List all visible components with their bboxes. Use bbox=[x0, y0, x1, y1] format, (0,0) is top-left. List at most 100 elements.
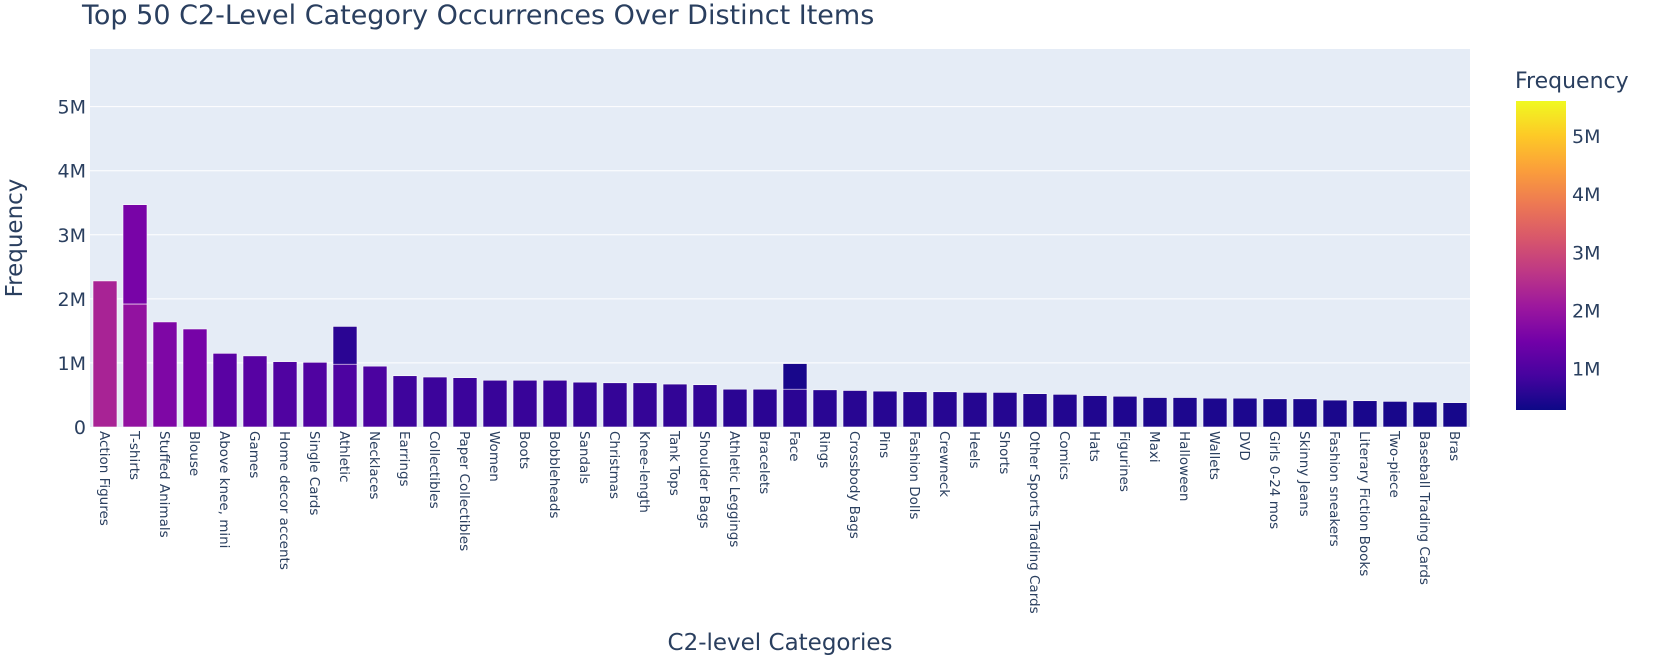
bar bbox=[662, 383, 688, 428]
x-tick-label: DVD bbox=[1236, 431, 1252, 461]
bar bbox=[572, 381, 598, 428]
bar bbox=[992, 392, 1018, 428]
x-tick-label: Face bbox=[786, 431, 802, 462]
bar bbox=[1352, 400, 1378, 428]
bar bbox=[452, 377, 478, 428]
bar bbox=[1412, 401, 1438, 428]
colorbar-title: Frequency bbox=[1515, 69, 1629, 94]
bar bbox=[512, 379, 538, 428]
bar bbox=[1082, 395, 1108, 428]
bar bbox=[1262, 398, 1288, 428]
x-tick-label: Halloween bbox=[1176, 431, 1192, 501]
bar bbox=[92, 280, 118, 428]
bar bbox=[842, 390, 868, 428]
x-tick-label: Wallets bbox=[1206, 431, 1222, 480]
bar bbox=[1322, 399, 1348, 428]
x-tick-label: Home decor accents bbox=[276, 431, 292, 570]
bar bbox=[362, 365, 388, 428]
bar bbox=[122, 204, 148, 305]
x-tick-label: Bras bbox=[1446, 431, 1462, 461]
x-tick-label: Earrings bbox=[396, 431, 412, 487]
bar bbox=[962, 392, 988, 428]
x-tick-label: Above knee, mini bbox=[216, 431, 232, 548]
bar bbox=[1172, 397, 1198, 428]
bar bbox=[152, 321, 178, 428]
x-tick-label: Tank Tops bbox=[666, 430, 682, 496]
x-tick-label: Games bbox=[246, 431, 262, 478]
x-tick-label: Skinny Jeans bbox=[1296, 431, 1312, 517]
x-tick-label: Shorts bbox=[996, 431, 1012, 474]
bar bbox=[1202, 397, 1228, 428]
x-tick-label: Two-piece bbox=[1386, 430, 1402, 498]
x-tick-label: Women bbox=[486, 431, 502, 482]
bar bbox=[632, 382, 658, 428]
x-tick-label: Athletic Leggings bbox=[726, 431, 742, 547]
x-tick-label: Comics bbox=[1056, 431, 1072, 480]
bar bbox=[482, 379, 508, 428]
bar bbox=[1292, 398, 1318, 428]
y-axis-title: Frequency bbox=[2, 179, 28, 298]
x-tick-label: Other Sports Trading Cards bbox=[1026, 431, 1042, 614]
bar bbox=[182, 328, 208, 428]
x-tick-label: Baseball Trading Cards bbox=[1416, 431, 1432, 585]
colorbar-tick-label: 1M bbox=[1572, 359, 1600, 381]
bar bbox=[272, 361, 298, 428]
x-tick-label: T-shirts bbox=[126, 430, 142, 480]
bar bbox=[332, 363, 358, 428]
bar bbox=[1232, 397, 1258, 428]
x-tick-label: Collectibles bbox=[426, 431, 442, 509]
bar bbox=[332, 326, 358, 365]
bar bbox=[422, 376, 448, 428]
colorbar-tick-label: 5M bbox=[1572, 126, 1600, 148]
bars bbox=[92, 204, 1468, 428]
bar bbox=[872, 390, 898, 428]
colorbar-tick-labels: 1M 2M 3M 4M 5M bbox=[1572, 126, 1600, 381]
y-tick-label: 4M bbox=[58, 161, 86, 183]
x-tick-label: Fashion Dolls bbox=[906, 431, 922, 519]
chart-title: Top 50 C2-Level Category Occurrences Ove… bbox=[81, 0, 874, 31]
bar bbox=[392, 375, 418, 428]
x-tick-label: Necklaces bbox=[366, 431, 382, 499]
y-tick-labels: 0 1M 2M 3M 4M 5M bbox=[58, 97, 86, 439]
x-tick-label: Boots bbox=[516, 431, 532, 469]
bar bbox=[542, 379, 568, 428]
x-tick-label: Rings bbox=[816, 431, 832, 468]
x-tick-label: Heels bbox=[966, 431, 982, 469]
x-tick-label: Bobbleheads bbox=[546, 431, 562, 518]
x-tick-label: Knee-length bbox=[636, 431, 652, 513]
x-tick-label: Crewneck bbox=[936, 431, 952, 497]
x-tick-label: Maxi bbox=[1146, 431, 1162, 463]
bar bbox=[902, 391, 928, 428]
colorbar-tick-label: 3M bbox=[1572, 242, 1600, 264]
y-tick-label: 0 bbox=[74, 417, 86, 439]
bar bbox=[812, 389, 838, 428]
bar bbox=[602, 382, 628, 428]
bar bbox=[1142, 397, 1168, 428]
bar bbox=[722, 388, 748, 428]
bar bbox=[1382, 401, 1408, 428]
x-tick-label: Shoulder Bags bbox=[696, 431, 712, 529]
bar bbox=[1022, 393, 1048, 428]
x-tick-label: Crossbody Bags bbox=[846, 431, 862, 539]
bar bbox=[752, 388, 778, 428]
x-axis-title: C2-level Categories bbox=[668, 630, 893, 656]
x-tick-label: Pins bbox=[876, 431, 892, 458]
y-tick-label: 3M bbox=[58, 225, 86, 247]
colorbar-legend: Frequency 1M 2M 3M 4M 5M bbox=[1515, 69, 1629, 410]
x-tick-label: Bracelets bbox=[756, 431, 772, 494]
x-tick-label: Action Figures bbox=[96, 431, 112, 526]
bar bbox=[782, 388, 808, 428]
bar bbox=[1112, 395, 1138, 428]
x-tick-label: Stuffed Animals bbox=[156, 431, 172, 538]
bar bbox=[1442, 402, 1468, 428]
x-tick-label: Blouse bbox=[186, 431, 202, 476]
x-tick-label: Girls 0-24 mos bbox=[1266, 431, 1282, 529]
bar bbox=[692, 384, 718, 428]
y-tick-label: 1M bbox=[58, 353, 86, 375]
x-tick-label: Athletic bbox=[336, 431, 352, 482]
bar bbox=[932, 391, 958, 428]
colorbar-tick-label: 4M bbox=[1572, 184, 1600, 206]
x-tick-label: Fashion sneakers bbox=[1326, 431, 1342, 547]
